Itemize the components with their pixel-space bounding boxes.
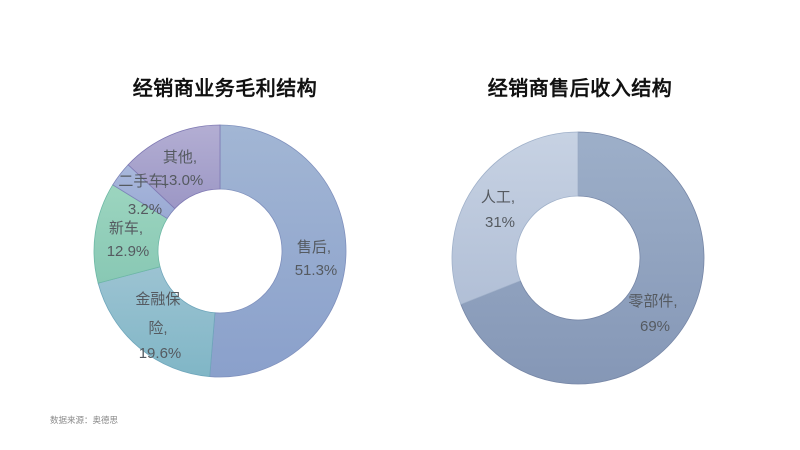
label-other: 其他, 13.0% <box>161 149 204 189</box>
data-source-note: 数据来源：奥德思 <box>50 416 119 426</box>
label-new-car: 新车, 12.9% <box>107 220 150 260</box>
segment-finance-insurance[interactable] <box>97 266 216 378</box>
label-parts: 零部件, 69% <box>628 293 681 335</box>
segment-labor[interactable] <box>451 131 579 305</box>
label-labor: 人工, 31% <box>481 189 519 231</box>
segment-aftersales[interactable] <box>209 124 347 378</box>
label-aftersales: 售后, 51.3% <box>295 239 338 279</box>
left-donut: 售后, 51.3% 金融保 险, 19.6% 新车, 12.9% 二手车, 3.… <box>93 124 347 378</box>
left-chart-title: 经销商业务毛利结构 <box>132 76 318 100</box>
right-donut: 零部件, 69% 人工, 31% <box>451 131 705 385</box>
segment-parts[interactable] <box>460 131 705 385</box>
segment-other[interactable] <box>127 124 221 210</box>
label-finance-insurance: 金融保 险, 19.6% <box>135 291 184 362</box>
right-chart-title: 经销商售后收入结构 <box>487 76 673 100</box>
label-used-car: 二手车, 3.2% <box>118 173 171 218</box>
